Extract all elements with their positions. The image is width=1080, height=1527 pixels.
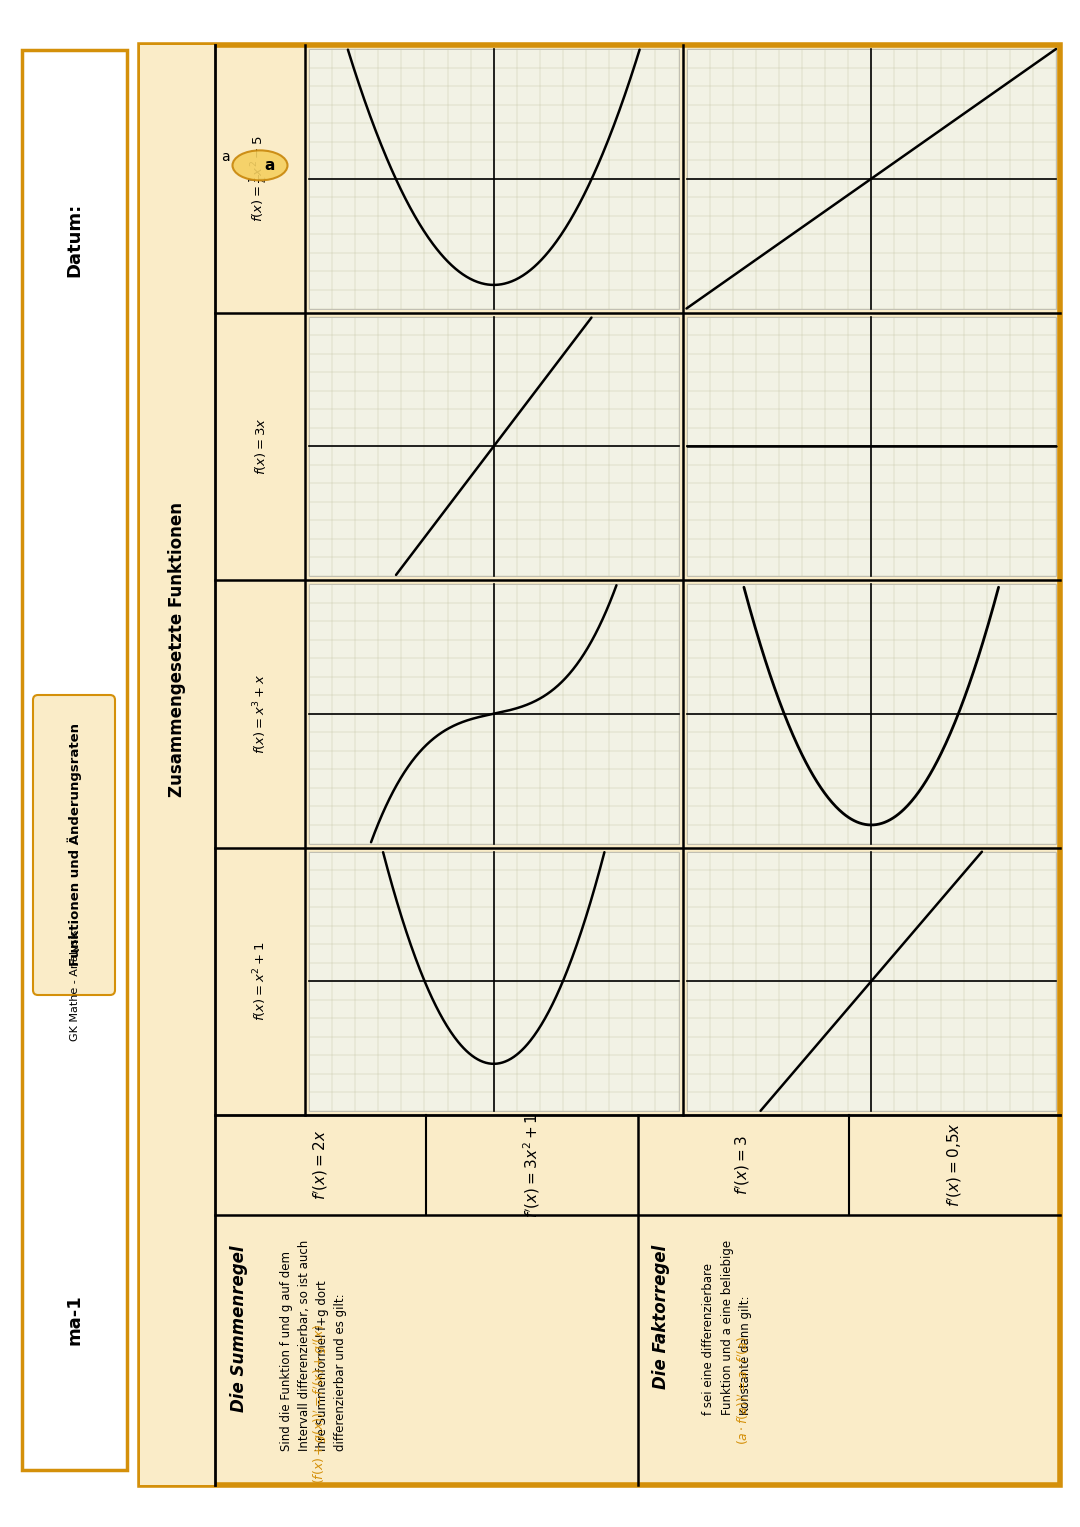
Text: $f'(x) = 0{,}5x$: $f'(x) = 0{,}5x$	[945, 1122, 963, 1208]
Text: GK Mathe - Analysis: GK Mathe - Analysis	[69, 930, 80, 1040]
Bar	[309, 583, 678, 843]
Bar	[687, 852, 1056, 1112]
Text: $f(x) = x^3 + x$: $f(x) = x^3 + x$	[252, 673, 269, 754]
Text: $(f(x)+g(x))' = f'(x)+g'(x)$: $(f(x)+g(x))' = f'(x)+g'(x)$	[312, 1324, 329, 1484]
Text: Datum:: Datum:	[66, 203, 83, 276]
Ellipse shape	[232, 150, 287, 180]
Text: $f'(x) = 2x$: $f'(x) = 2x$	[311, 1130, 329, 1200]
Text: Zusammengesetzte Funktionen: Zusammengesetzte Funktionen	[168, 502, 187, 797]
Text: Die Summenregel: Die Summenregel	[230, 1245, 248, 1411]
Bar	[687, 583, 1056, 843]
Bar	[140, 44, 215, 1484]
Text: ma-1: ma-1	[66, 1295, 83, 1345]
Bar	[309, 316, 678, 576]
Text: a: a	[220, 150, 229, 165]
Text: $f'(x) = 3x^2 + 1$: $f'(x) = 3x^2 + 1$	[522, 1112, 542, 1217]
Text: Sind die Funktion f und g auf dem
Intervall differenzierbar, so ist auch
ihre Su: Sind die Funktion f und g auf dem Interv…	[280, 1240, 347, 1451]
Text: Die Faktorregel: Die Faktorregel	[652, 1245, 671, 1390]
Text: $(a \cdot f(a))' = a \cdot f'(a)$: $(a \cdot f(a))' = a \cdot f'(a)$	[735, 1336, 751, 1445]
Text: $f(x) = \frac{1}{4}x^2 - 5$: $f(x) = \frac{1}{4}x^2 - 5$	[248, 136, 271, 223]
Text: a: a	[265, 157, 275, 173]
FancyBboxPatch shape	[33, 695, 114, 996]
Bar	[687, 49, 1056, 308]
Text: $f(x) = 3x$: $f(x) = 3x$	[253, 417, 268, 475]
Text: $f(x) = x^2 + 1$: $f(x) = x^2 + 1$	[252, 942, 269, 1022]
Bar	[687, 316, 1056, 576]
Bar	[22, 50, 127, 1471]
Text: $f'(x) = 3$: $f'(x) = 3$	[733, 1135, 753, 1196]
Bar	[140, 44, 1059, 1484]
Text: f sei eine differenzierbare
Funktion und a eine beliebige
Konstante dann gilt:: f sei eine differenzierbare Funktion und…	[702, 1240, 752, 1416]
Text: Funktionen und Änderungsraten: Funktionen und Änderungsraten	[67, 724, 82, 967]
Bar	[309, 49, 678, 308]
Bar	[309, 852, 678, 1112]
